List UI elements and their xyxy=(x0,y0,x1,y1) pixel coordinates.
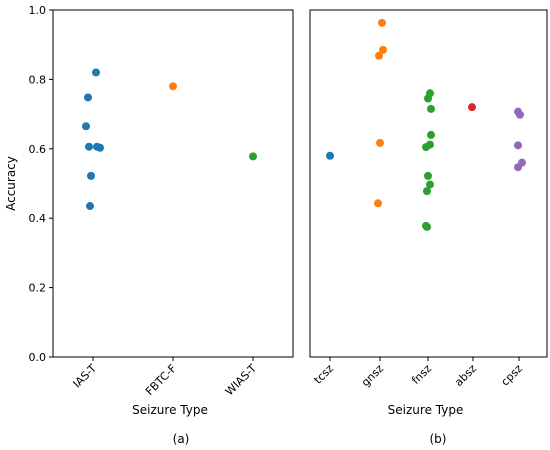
y-tick-label: 0.6 xyxy=(29,143,47,156)
x-tick-label: gnsz xyxy=(359,362,386,389)
data-point xyxy=(326,151,334,160)
y-tick-label: 0.0 xyxy=(29,351,47,364)
x-tick-label: fnsz xyxy=(409,362,434,387)
panel-caption: (b) xyxy=(430,432,447,446)
data-point xyxy=(374,199,382,208)
data-point xyxy=(514,163,522,172)
data-point xyxy=(82,122,90,131)
data-point xyxy=(426,180,434,189)
data-point xyxy=(376,138,384,147)
data-point xyxy=(424,94,432,103)
x-tick-label: WIAS-T xyxy=(223,362,259,398)
data-point xyxy=(423,187,431,196)
y-axis-label: Accuracy xyxy=(4,156,18,211)
x-tick-label: cpsz xyxy=(499,362,526,389)
data-point xyxy=(86,202,94,211)
data-point xyxy=(85,142,93,151)
data-point xyxy=(169,82,177,91)
data-point xyxy=(84,93,92,102)
y-tick-label: 0.2 xyxy=(29,282,47,295)
data-point xyxy=(424,171,432,180)
data-point xyxy=(427,104,435,113)
x-axis-label: Seizure Type xyxy=(132,403,208,417)
x-tick-label: absz xyxy=(452,362,479,389)
data-point xyxy=(87,171,95,180)
data-point xyxy=(427,130,435,139)
panel-b-chart: tcsz gnsz fnsz absz cpsz Seizure Type (b) xyxy=(309,9,548,446)
y-tick-label: 0.8 xyxy=(29,73,47,86)
data-point xyxy=(422,143,430,152)
data-point xyxy=(516,110,524,119)
data-point xyxy=(468,103,476,112)
data-point xyxy=(249,152,257,161)
x-tick-label: IAS-T xyxy=(71,362,100,391)
data-point xyxy=(514,141,522,150)
data-point xyxy=(92,68,100,77)
data-point xyxy=(375,51,383,60)
axes-frame xyxy=(52,9,294,358)
panel-a-chart: 0.0 0.2 0.4 0.6 0.8 1.0 IAS-T FBTC-F WIAS-T Seizu… xyxy=(4,4,294,446)
data-point xyxy=(379,45,387,54)
data-point xyxy=(423,222,431,231)
x-tick-label: tcsz xyxy=(311,362,336,387)
data-point xyxy=(378,18,386,27)
panel-caption: (a) xyxy=(173,432,190,446)
x-tick-label: FBTC-F xyxy=(143,362,179,398)
y-tick-label: 1.0 xyxy=(29,4,47,17)
data-point xyxy=(96,143,104,152)
x-axis-label: Seizure Type xyxy=(388,403,464,417)
y-tick-label: 0.4 xyxy=(29,212,47,225)
